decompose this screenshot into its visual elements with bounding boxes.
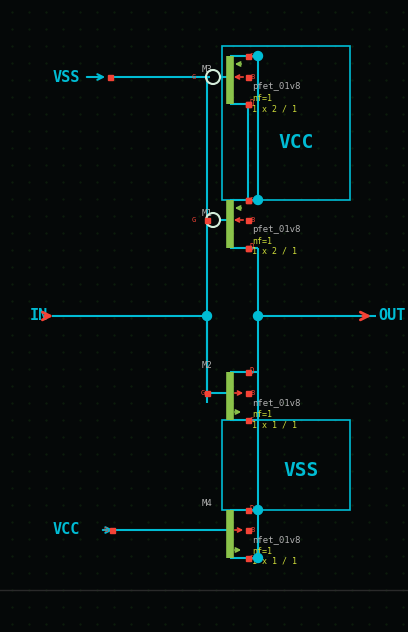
Text: VCC: VCC (53, 523, 80, 537)
Bar (222, 46, 350, 200)
Text: S: S (250, 53, 254, 59)
Text: G: G (104, 527, 108, 533)
Text: VSS: VSS (284, 461, 319, 480)
Text: nf=1: nf=1 (252, 94, 272, 103)
Text: pfet_01v8: pfet_01v8 (252, 225, 300, 234)
Bar (246, 102, 251, 107)
Bar (109, 528, 115, 533)
Text: B: B (250, 74, 254, 80)
Bar (246, 507, 251, 513)
Bar (246, 197, 251, 202)
Text: B: B (250, 390, 254, 396)
Text: 1 x 1 / 1: 1 x 1 / 1 (252, 420, 297, 429)
Bar (246, 245, 251, 250)
Text: G: G (201, 390, 205, 396)
Text: G: G (192, 74, 196, 80)
Bar (204, 217, 209, 222)
Bar (246, 217, 251, 222)
Bar (204, 391, 209, 396)
Circle shape (253, 312, 262, 320)
Text: VCC: VCC (278, 133, 314, 152)
Bar (222, 420, 350, 510)
Bar (246, 556, 251, 561)
Bar (246, 54, 251, 59)
Text: 1 x 1 / 1: 1 x 1 / 1 (252, 557, 297, 566)
Text: M4: M4 (201, 499, 212, 507)
Text: M2: M2 (201, 360, 212, 370)
Text: OUT: OUT (378, 308, 406, 324)
Text: D: D (250, 506, 255, 514)
Text: D: D (250, 367, 255, 377)
Text: 1 x 2 / 1: 1 x 2 / 1 (252, 104, 297, 113)
Text: nf=1: nf=1 (252, 237, 272, 246)
Bar (246, 197, 251, 202)
Bar (246, 418, 251, 423)
Bar (246, 245, 251, 250)
Text: pfet_01v8: pfet_01v8 (252, 82, 300, 91)
Text: D: D (250, 99, 255, 109)
Bar (107, 75, 113, 80)
Text: M1: M1 (201, 209, 212, 217)
Text: S: S (250, 197, 254, 203)
Text: VSS: VSS (53, 70, 80, 85)
Text: nf=1: nf=1 (252, 547, 272, 556)
Circle shape (253, 506, 262, 514)
Text: IN: IN (30, 308, 48, 324)
Text: B: B (250, 217, 254, 223)
Circle shape (253, 51, 262, 61)
Circle shape (202, 312, 211, 320)
Text: nfet_01v8: nfet_01v8 (252, 535, 300, 544)
Text: S: S (250, 555, 254, 561)
Text: nfet_01v8: nfet_01v8 (252, 398, 300, 407)
Bar (246, 528, 251, 533)
Circle shape (253, 554, 262, 562)
Text: M3: M3 (201, 66, 212, 75)
Bar (246, 370, 251, 375)
Circle shape (253, 195, 262, 205)
Text: G: G (192, 217, 196, 223)
Text: B: B (250, 527, 254, 533)
Text: nf=1: nf=1 (252, 410, 272, 419)
Bar (246, 75, 251, 80)
Bar (246, 391, 251, 396)
Text: S: S (250, 417, 254, 423)
Text: 1 x 2 / 1: 1 x 2 / 1 (252, 247, 297, 256)
Text: D: D (250, 243, 255, 253)
Bar (246, 102, 251, 107)
